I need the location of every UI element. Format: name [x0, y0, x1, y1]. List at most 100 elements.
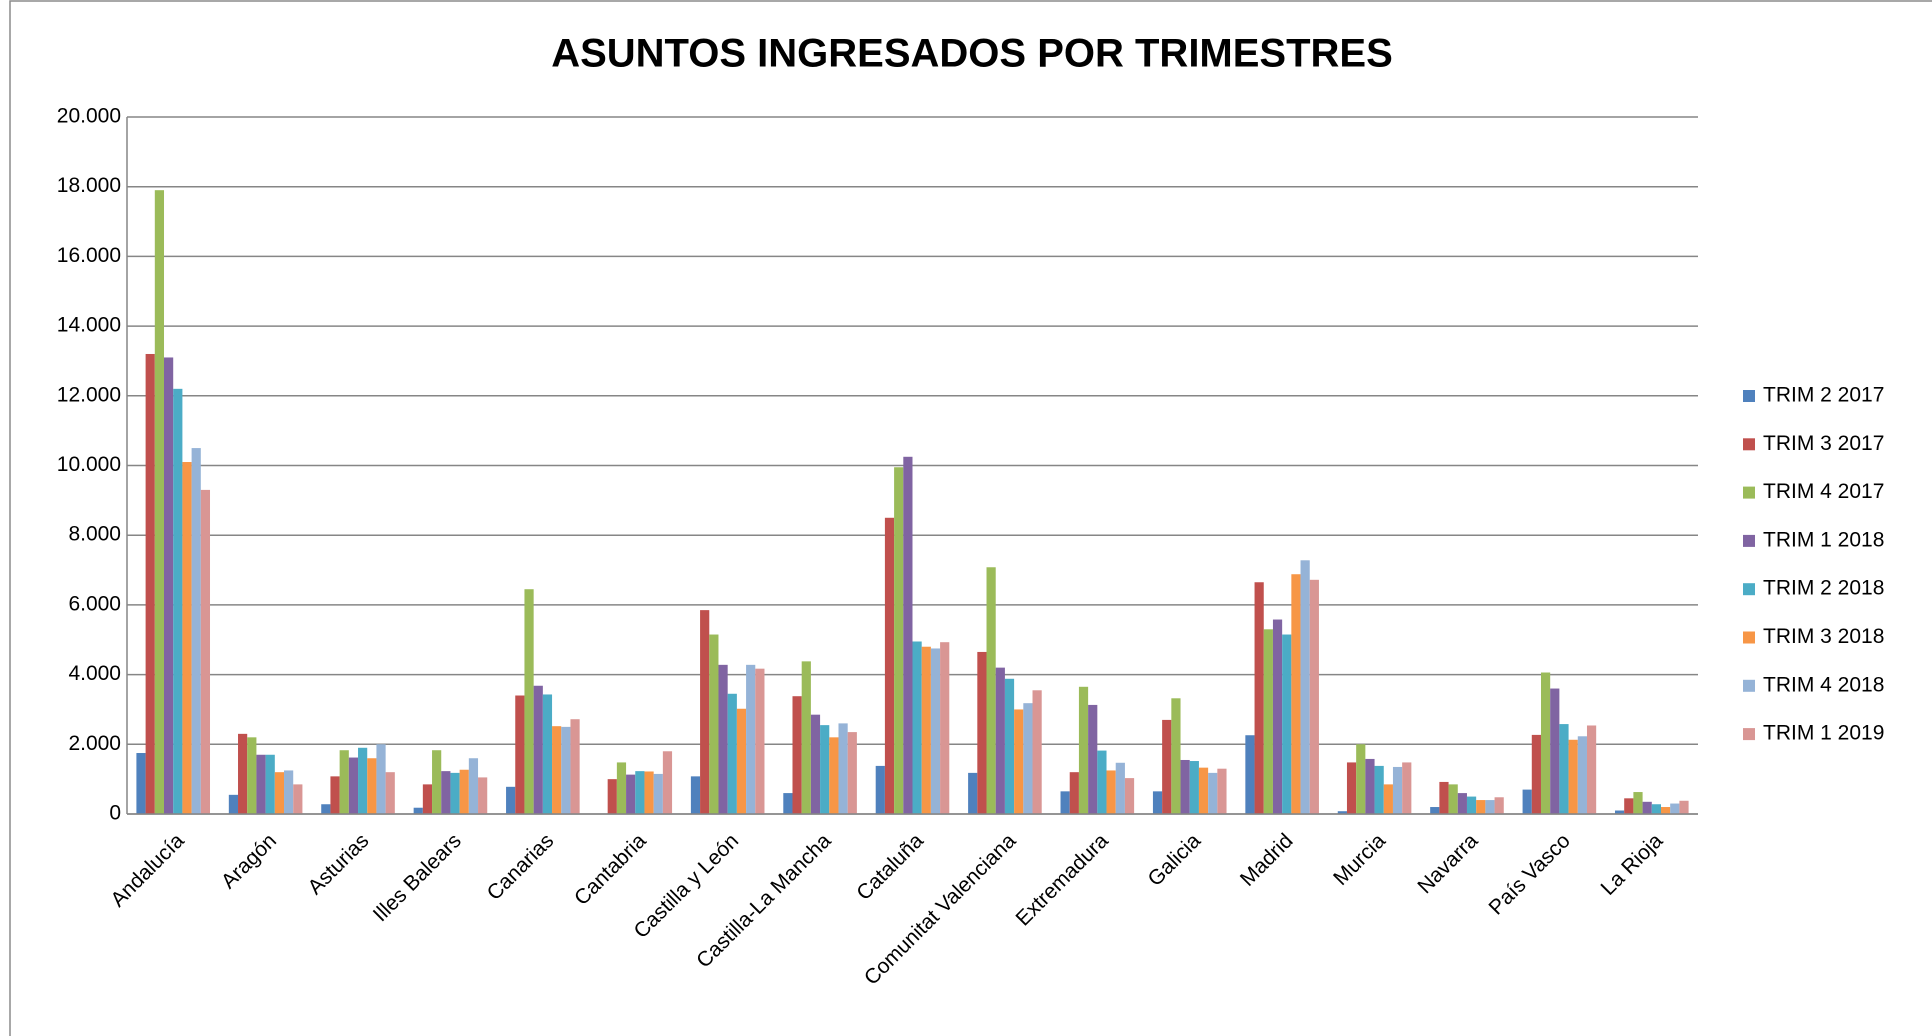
x-tick-label: Aragón	[217, 829, 281, 893]
bar	[293, 784, 303, 814]
bar	[718, 664, 728, 814]
bar	[662, 751, 673, 814]
bar	[1522, 789, 1532, 814]
legend-swatch	[1743, 534, 1755, 547]
bar	[1550, 688, 1560, 814]
x-tick-label: Illes Balears	[369, 829, 466, 926]
x-tick-label: Comunitat Valenciana	[860, 829, 1021, 990]
bar	[1476, 800, 1486, 814]
legend-label: TRIM 1 2019	[1763, 722, 1884, 745]
bar	[164, 357, 174, 814]
chart-border	[9, 0, 1932, 1036]
legend-swatch	[1743, 438, 1755, 451]
bar	[1466, 796, 1477, 814]
bar	[1171, 698, 1181, 814]
bar	[1032, 690, 1042, 814]
x-tick-label: Asturias	[304, 829, 374, 899]
bar	[1263, 629, 1273, 814]
bar	[1457, 793, 1467, 814]
bar	[274, 772, 285, 814]
y-tick-label: 8.000	[68, 523, 121, 546]
bar	[894, 467, 904, 814]
bar	[385, 772, 395, 814]
bar	[1162, 719, 1172, 814]
bar	[1448, 784, 1458, 814]
legend-swatch	[1743, 583, 1755, 596]
bar	[413, 807, 423, 814]
bar	[432, 750, 442, 814]
bar	[977, 651, 987, 814]
bar	[533, 685, 543, 814]
bar	[986, 567, 996, 814]
legend-label: TRIM 2 2017	[1763, 384, 1884, 407]
bar	[1346, 762, 1357, 814]
bar	[755, 668, 765, 814]
legend-label: TRIM 3 2018	[1763, 625, 1884, 648]
bar	[1365, 758, 1375, 814]
bar	[1282, 634, 1292, 814]
bar	[1004, 678, 1015, 814]
bar	[1254, 582, 1264, 814]
x-tick-label: Extremadura	[1012, 829, 1113, 930]
bar	[921, 646, 931, 814]
bar	[1679, 800, 1689, 814]
bar	[1383, 784, 1393, 814]
bar	[912, 641, 922, 814]
bar	[228, 794, 239, 814]
y-tick-label: 12.000	[57, 383, 121, 406]
bar	[256, 754, 266, 814]
y-tick-label: 10.000	[57, 453, 121, 476]
bar	[1430, 807, 1440, 814]
bar	[1309, 579, 1319, 814]
bar	[422, 784, 433, 814]
bar	[1586, 725, 1597, 814]
bar	[1670, 803, 1680, 814]
bar	[552, 726, 562, 814]
bar	[903, 456, 913, 814]
bar	[1208, 772, 1218, 814]
bar	[1060, 791, 1070, 814]
bar	[727, 693, 737, 814]
bar	[321, 804, 331, 814]
y-tick-label: 4.000	[68, 662, 121, 685]
bar	[1614, 810, 1625, 814]
bar	[1217, 768, 1227, 814]
bar	[783, 793, 793, 814]
bar	[801, 661, 811, 814]
bar	[1115, 762, 1125, 814]
bar	[1485, 800, 1495, 814]
legend-label: TRIM 4 2017	[1763, 480, 1884, 503]
bar	[736, 708, 747, 814]
bar	[570, 719, 580, 814]
bar	[468, 758, 479, 814]
bar	[1189, 761, 1199, 814]
bar	[1291, 574, 1301, 814]
y-tick-label: 6.000	[68, 592, 121, 615]
bar	[875, 765, 885, 814]
bar	[1642, 801, 1652, 814]
bar	[1559, 724, 1569, 814]
bar	[1540, 672, 1551, 814]
bar	[644, 771, 654, 814]
bar	[1374, 765, 1384, 814]
bar	[154, 190, 165, 814]
legend-label: TRIM 3 2017	[1763, 432, 1884, 455]
bar	[506, 786, 516, 814]
x-tick-label: Cataluña	[852, 829, 928, 905]
bar	[746, 664, 756, 814]
legend-label: TRIM 2 2018	[1763, 577, 1884, 600]
bar	[265, 754, 275, 814]
bar	[376, 744, 386, 814]
x-tick-label: Andalucía	[106, 829, 189, 912]
bar	[284, 770, 294, 814]
bar	[1300, 560, 1310, 814]
bar	[1494, 797, 1504, 814]
legend-label: TRIM 4 2018	[1763, 673, 1884, 696]
bar	[1337, 811, 1347, 814]
bar	[136, 753, 146, 814]
bar	[1124, 778, 1135, 814]
bar	[173, 388, 183, 814]
bar	[1651, 804, 1661, 814]
bar	[653, 773, 663, 814]
